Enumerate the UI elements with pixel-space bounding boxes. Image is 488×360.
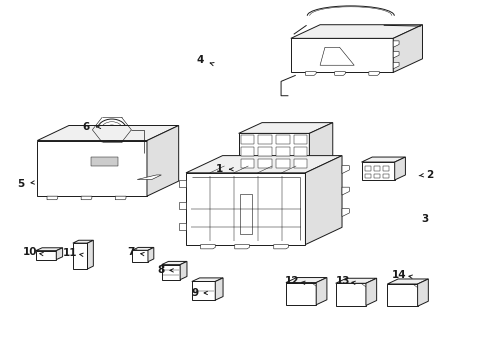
Polygon shape	[392, 25, 422, 72]
Polygon shape	[132, 247, 154, 250]
Polygon shape	[316, 278, 326, 305]
Polygon shape	[239, 194, 251, 234]
Polygon shape	[191, 282, 215, 300]
Polygon shape	[417, 279, 427, 306]
Polygon shape	[275, 135, 289, 144]
Polygon shape	[178, 202, 185, 209]
Polygon shape	[91, 157, 118, 166]
Polygon shape	[73, 243, 87, 269]
Polygon shape	[392, 62, 398, 69]
Polygon shape	[178, 223, 185, 230]
Polygon shape	[258, 147, 271, 156]
Polygon shape	[240, 135, 254, 144]
Polygon shape	[36, 251, 56, 260]
Text: 2: 2	[426, 170, 432, 180]
Polygon shape	[47, 196, 58, 200]
Text: 1: 1	[215, 164, 223, 174]
Polygon shape	[258, 135, 271, 144]
Polygon shape	[238, 123, 332, 134]
Polygon shape	[392, 51, 398, 58]
Polygon shape	[386, 279, 427, 284]
Polygon shape	[275, 147, 289, 156]
Polygon shape	[309, 123, 332, 169]
Text: 6: 6	[82, 122, 89, 132]
Polygon shape	[305, 72, 316, 75]
Polygon shape	[161, 265, 180, 280]
Circle shape	[76, 261, 84, 266]
Polygon shape	[137, 175, 161, 180]
Polygon shape	[87, 240, 93, 269]
Polygon shape	[238, 134, 309, 169]
Circle shape	[45, 253, 52, 258]
Polygon shape	[382, 174, 388, 178]
Text: 9: 9	[191, 288, 198, 298]
Polygon shape	[240, 147, 254, 156]
Polygon shape	[293, 159, 307, 168]
Polygon shape	[365, 174, 370, 178]
Polygon shape	[293, 135, 307, 144]
Polygon shape	[365, 166, 370, 171]
Polygon shape	[215, 278, 223, 300]
Polygon shape	[132, 250, 148, 262]
Polygon shape	[180, 261, 186, 280]
Circle shape	[76, 251, 84, 257]
Text: 3: 3	[421, 215, 427, 224]
Polygon shape	[147, 126, 178, 196]
Polygon shape	[200, 244, 215, 249]
Polygon shape	[290, 39, 392, 72]
Polygon shape	[273, 244, 288, 249]
Polygon shape	[361, 157, 405, 162]
Polygon shape	[394, 157, 405, 180]
Polygon shape	[290, 25, 422, 39]
Circle shape	[97, 119, 126, 140]
Polygon shape	[81, 196, 92, 200]
Polygon shape	[285, 283, 316, 305]
Polygon shape	[341, 187, 348, 195]
Polygon shape	[386, 284, 417, 306]
Polygon shape	[240, 159, 254, 168]
Polygon shape	[341, 166, 348, 174]
Polygon shape	[341, 209, 348, 217]
Text: 4: 4	[197, 55, 204, 65]
Text: 12: 12	[285, 276, 299, 286]
Polygon shape	[56, 248, 62, 260]
Polygon shape	[36, 248, 62, 251]
Polygon shape	[258, 159, 271, 168]
Polygon shape	[335, 278, 376, 283]
Polygon shape	[305, 156, 341, 244]
Polygon shape	[234, 244, 249, 249]
Text: 8: 8	[157, 265, 164, 275]
Polygon shape	[392, 41, 398, 47]
Polygon shape	[115, 196, 126, 200]
Polygon shape	[185, 173, 305, 244]
Polygon shape	[365, 278, 376, 306]
Polygon shape	[335, 283, 365, 306]
Polygon shape	[178, 180, 185, 187]
Circle shape	[109, 128, 114, 132]
Polygon shape	[373, 174, 379, 178]
Polygon shape	[73, 240, 93, 243]
Polygon shape	[275, 159, 289, 168]
Polygon shape	[320, 47, 353, 65]
Text: 13: 13	[335, 276, 349, 286]
Text: 7: 7	[127, 247, 135, 257]
Text: 5: 5	[18, 179, 25, 189]
Polygon shape	[191, 278, 223, 282]
Polygon shape	[161, 261, 186, 265]
Text: 14: 14	[391, 270, 406, 280]
Polygon shape	[334, 72, 345, 75]
Polygon shape	[285, 278, 326, 283]
Text: 11: 11	[62, 248, 77, 258]
Text: 10: 10	[22, 247, 37, 257]
Circle shape	[37, 253, 43, 258]
Polygon shape	[368, 72, 379, 75]
Polygon shape	[293, 147, 307, 156]
Polygon shape	[361, 162, 394, 180]
Polygon shape	[37, 140, 147, 196]
Polygon shape	[185, 156, 341, 173]
Polygon shape	[382, 166, 388, 171]
Polygon shape	[37, 126, 178, 140]
Polygon shape	[373, 166, 379, 171]
Polygon shape	[148, 247, 154, 262]
